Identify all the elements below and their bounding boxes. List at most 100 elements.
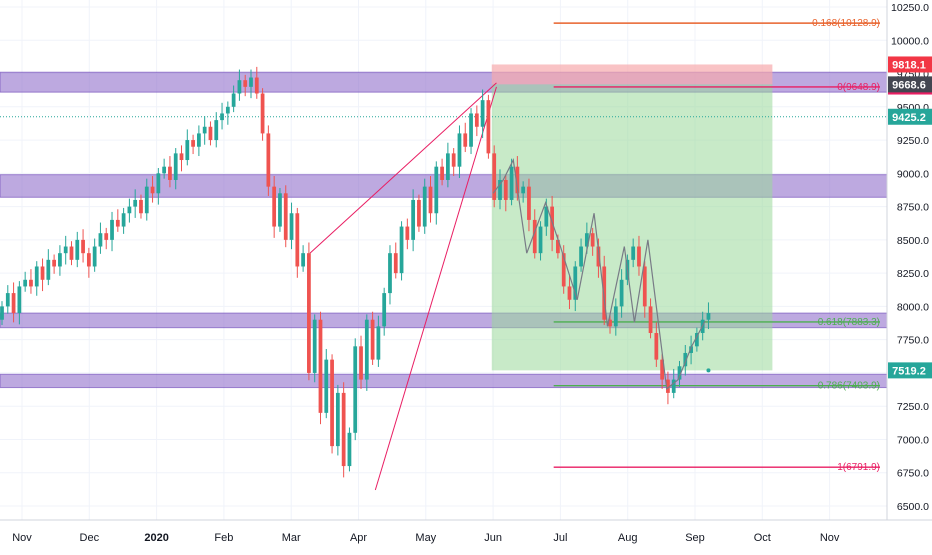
candle-body	[278, 193, 282, 227]
y-tick-label: 8500.0	[897, 235, 929, 247]
candle-body	[237, 80, 242, 94]
candle-body	[613, 306, 618, 327]
candle-body	[434, 166, 439, 214]
candle-body	[631, 246, 636, 260]
candle-body	[347, 432, 352, 467]
candle-body	[544, 206, 549, 227]
y-tick-label: 9000.0	[897, 168, 929, 180]
candle-body	[139, 199, 143, 214]
candle-body	[445, 153, 450, 180]
x-tick-label: Jun	[484, 532, 502, 544]
candle-body	[168, 166, 172, 180]
candle-body	[185, 140, 190, 161]
candle-body	[451, 153, 456, 167]
price-label: 9818.1	[892, 59, 926, 71]
candle-body	[52, 259, 56, 267]
candle-body	[642, 266, 647, 307]
candle-body	[654, 333, 659, 360]
candle-body	[382, 293, 387, 327]
x-tick-label: Oct	[754, 532, 771, 544]
candle-body	[370, 319, 375, 360]
x-tick-label: Aug	[618, 532, 638, 544]
candle-body	[637, 246, 641, 267]
candle-body	[81, 239, 85, 254]
candle-body	[405, 226, 410, 240]
candle-body	[556, 239, 560, 254]
candle-body	[225, 106, 230, 114]
last-price-marker	[706, 368, 711, 373]
candle-body	[156, 173, 161, 194]
candle-body	[590, 233, 595, 247]
candle-body	[266, 133, 271, 187]
candle-body	[249, 77, 253, 87]
x-tick-label: Dec	[80, 532, 100, 544]
candle-body	[144, 186, 149, 214]
candle-body	[422, 186, 427, 227]
candle-body	[411, 199, 416, 240]
x-tick-label: Feb	[214, 532, 233, 544]
candle-body	[538, 226, 543, 254]
y-tick-label: 7250.0	[897, 401, 929, 413]
candle-body	[573, 266, 578, 300]
candle-body	[521, 186, 526, 194]
candle-body	[17, 286, 22, 314]
price-label: 9668.6	[892, 79, 926, 91]
candle-body	[660, 359, 665, 380]
candle-body	[388, 253, 392, 294]
candle-body	[671, 379, 676, 393]
candle-body	[283, 193, 288, 240]
candle-body	[92, 246, 97, 267]
price-label-bg	[888, 56, 932, 73]
short-position	[491, 64, 773, 371]
candle-body	[584, 233, 589, 247]
candle-body	[202, 126, 207, 134]
fib-level-label: 1(6791.9)	[837, 462, 880, 473]
candle-body	[498, 179, 502, 200]
zigzag-polyline	[492, 158, 706, 391]
candle-body	[492, 153, 497, 200]
price-label-bg	[888, 108, 932, 125]
candle-body	[63, 246, 68, 254]
candle-body	[214, 120, 219, 141]
y-tick-label: 8750.0	[897, 202, 929, 214]
candle-body	[295, 213, 300, 267]
y-tick-label: 10250.0	[891, 2, 929, 14]
zigzag-line	[492, 158, 706, 391]
x-tick-label: Nov	[820, 532, 840, 544]
candle-body	[579, 246, 583, 267]
candle-body	[567, 286, 572, 300]
candle-body	[104, 233, 109, 240]
x-tick-label: Apr	[350, 532, 367, 544]
candle-body	[474, 113, 479, 127]
fib-level-label: 0.618(7883.3)	[818, 317, 880, 328]
price-label: 9425.2	[892, 112, 926, 124]
candle-body	[40, 266, 45, 280]
candle-body	[260, 93, 265, 134]
price-label-bg	[888, 362, 932, 379]
fib-level-label: 0(9648.9)	[837, 82, 880, 93]
x-tick-label: Nov	[12, 532, 32, 544]
candle-body	[133, 199, 138, 207]
candle-body	[75, 239, 80, 260]
y-tick-label: 9250.0	[897, 135, 929, 147]
candle-body	[110, 219, 114, 240]
y-tick-label: 6750.0	[897, 468, 929, 480]
fib-levels: 0.168(10128.9) 0(9648.9) 0.618(7883.3) 0.78…	[0, 18, 887, 473]
candle-body	[173, 153, 178, 180]
x-tick-label: May	[415, 532, 436, 544]
candle-body	[689, 346, 693, 353]
candle-body	[463, 133, 468, 147]
candle-body	[486, 100, 491, 154]
candle-body	[312, 319, 317, 373]
candle-body	[5, 293, 10, 307]
x-tick-label: 2020	[144, 532, 168, 544]
candle-body	[399, 226, 404, 274]
candles	[0, 66, 711, 478]
candle-body	[376, 326, 381, 360]
candle-body	[515, 166, 520, 194]
time-axis-bg	[0, 520, 932, 550]
candle-body	[330, 359, 334, 447]
candle-body	[254, 77, 259, 94]
